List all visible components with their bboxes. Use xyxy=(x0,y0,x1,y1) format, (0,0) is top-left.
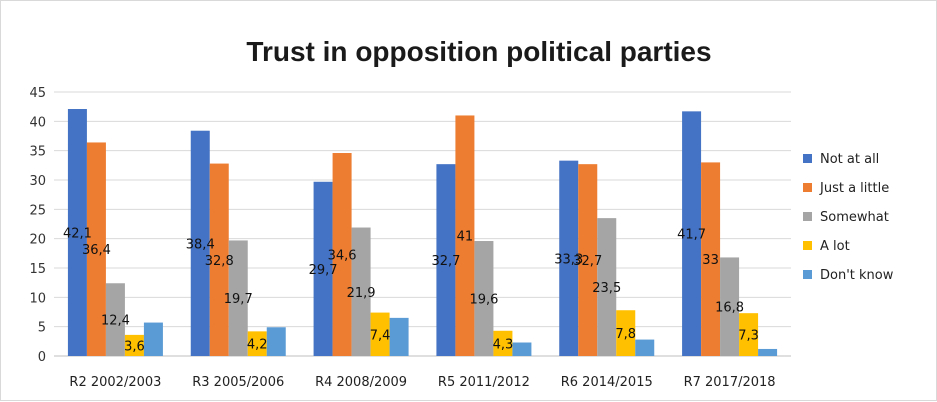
bar xyxy=(635,339,655,356)
y-tick-label: 10 xyxy=(29,291,46,306)
bar xyxy=(228,240,248,356)
legend-swatch xyxy=(803,154,812,163)
bar xyxy=(597,218,617,356)
data-label: 29,7 xyxy=(309,263,338,278)
bar xyxy=(370,312,390,356)
legend-label: Not at all xyxy=(820,152,879,167)
x-tick-label: R5 2011/2012 xyxy=(438,375,530,390)
bar xyxy=(124,334,144,356)
x-tick-label: R7 2017/2018 xyxy=(684,375,776,390)
y-tick-label: 25 xyxy=(29,203,46,218)
bar xyxy=(758,348,778,356)
data-label: 16,8 xyxy=(715,301,744,316)
legend-swatch xyxy=(803,270,812,279)
chart-title: Trust in opposition political parties xyxy=(246,36,711,67)
data-label: 7,4 xyxy=(370,328,391,343)
legend-swatch xyxy=(803,212,812,221)
data-label: 32,7 xyxy=(573,254,602,269)
bar xyxy=(332,153,352,356)
bar xyxy=(143,322,163,356)
y-tick-label: 0 xyxy=(38,350,46,365)
data-label: 33 xyxy=(702,253,719,268)
bar xyxy=(389,317,409,356)
bars xyxy=(67,109,778,356)
bar xyxy=(493,330,513,356)
y-tick-label: 15 xyxy=(29,262,46,277)
data-label: 41 xyxy=(457,230,474,245)
y-tick-label: 5 xyxy=(38,321,46,336)
data-label: 41,7 xyxy=(677,228,706,243)
bar xyxy=(266,327,286,356)
bar xyxy=(682,111,702,356)
legend-label: Just a little xyxy=(819,181,889,196)
x-tick-label: R2 2002/2003 xyxy=(69,375,161,390)
bar xyxy=(559,160,579,356)
legend-swatch xyxy=(803,241,812,250)
gridlines xyxy=(54,91,791,357)
bar xyxy=(436,164,456,356)
bar xyxy=(455,115,475,356)
data-label: 32,8 xyxy=(205,254,234,269)
y-tick-label: 40 xyxy=(29,115,46,130)
bar xyxy=(720,257,740,356)
data-label: 36,4 xyxy=(82,243,111,258)
bar xyxy=(474,241,494,356)
legend-label: A lot xyxy=(820,239,850,254)
data-label: 7,8 xyxy=(615,327,636,342)
bar xyxy=(67,109,87,356)
y-tick-label: 45 xyxy=(29,86,46,101)
bar xyxy=(190,130,210,356)
data-label: 23,5 xyxy=(592,281,621,296)
data-label: 21,9 xyxy=(347,286,376,301)
data-label: 38,4 xyxy=(186,237,215,252)
bar xyxy=(209,163,229,356)
bar xyxy=(105,283,125,356)
data-label: 4,2 xyxy=(247,338,268,353)
data-labels: 42,136,4 12,4 3,6 38,4 32,8 19,7 4,2 29,734,6 21… xyxy=(63,227,759,355)
legend-label: Don't know xyxy=(820,268,894,283)
data-label: 4,3 xyxy=(493,337,514,352)
y-axis-ticks: 0 5 10 15 20 25 30 35 40 45 xyxy=(29,86,46,365)
data-label: 12,4 xyxy=(101,314,130,329)
y-tick-label: 30 xyxy=(29,174,46,189)
data-label: 19,6 xyxy=(469,293,498,308)
x-tick-label: R6 2014/2015 xyxy=(561,375,653,390)
bar xyxy=(616,310,636,356)
bar xyxy=(313,181,333,356)
y-tick-label: 35 xyxy=(29,145,46,160)
bar xyxy=(739,313,759,356)
bar xyxy=(578,164,598,356)
x-tick-label: R4 2008/2009 xyxy=(315,375,407,390)
data-label: 3,6 xyxy=(124,339,145,354)
bar xyxy=(247,331,267,356)
data-label: 32,7 xyxy=(431,254,460,269)
bar xyxy=(512,342,532,356)
bar xyxy=(351,227,371,356)
bar xyxy=(701,162,721,356)
data-label: 33,3 xyxy=(554,252,583,267)
legend-swatch xyxy=(803,183,812,192)
data-label: 7,3 xyxy=(738,329,759,344)
x-tick-label: R3 2005/2006 xyxy=(192,375,284,390)
x-axis-ticks: R2 2002/2003 R3 2005/2006 R4 2008/2009 R5 2… xyxy=(69,375,775,390)
data-label: 42,1 xyxy=(63,227,92,242)
y-tick-label: 20 xyxy=(29,233,46,248)
bar xyxy=(86,142,106,356)
legend: Not at all Just a little Somewhat A lot Don'… xyxy=(803,152,894,283)
data-label: 34,6 xyxy=(328,249,357,264)
data-label: 19,7 xyxy=(224,292,253,307)
legend-label: Somewhat xyxy=(820,210,889,225)
